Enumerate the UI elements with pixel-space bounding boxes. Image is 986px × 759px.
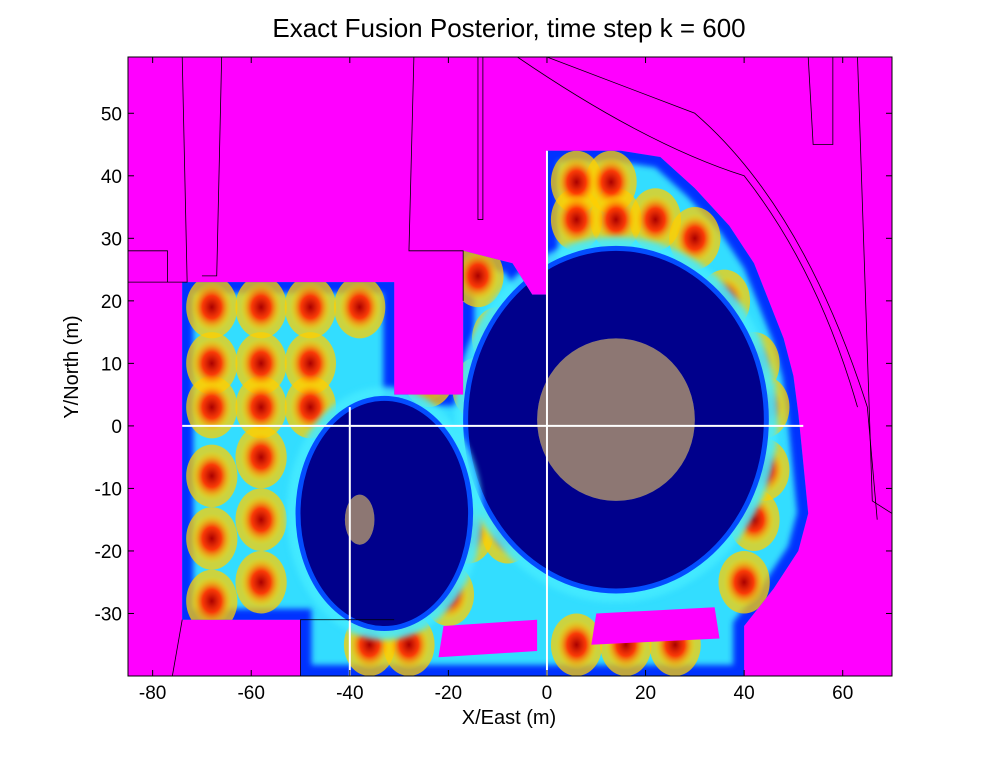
probability-peak — [240, 432, 282, 483]
chart-title: Exact Fusion Posterior, time step k = 60… — [272, 13, 745, 43]
building-outline — [857, 57, 892, 514]
y-axis-label: Y/North (m) — [61, 315, 83, 418]
y-tick-label: 0 — [111, 417, 122, 438]
ring-interior-fill — [344, 494, 375, 545]
x-tick-label: -40 — [336, 683, 363, 704]
axis-ticks: -80 -60 -40 -20 0 20 40 60 -30 -20 -10 0 10 20 30 40 50 — [95, 57, 892, 704]
road-edge — [517, 57, 858, 408]
probability-peak — [240, 494, 282, 545]
x-tick-label: 20 — [635, 683, 656, 704]
road-edge — [546, 57, 878, 520]
y-tick-label: -30 — [95, 604, 122, 625]
building-outlines — [128, 57, 892, 676]
building-outline — [201, 57, 223, 277]
probability-peak — [191, 338, 233, 389]
probability-peak — [555, 619, 598, 670]
y-tick-label: 10 — [101, 354, 122, 375]
probability-peak — [191, 382, 233, 433]
probability-peak — [555, 157, 598, 208]
plot-area — [128, 57, 892, 676]
crosshair-lines — [182, 150, 804, 676]
zero-probability-ring — [300, 400, 469, 626]
obstacle-polygon — [438, 619, 538, 658]
probability-peak — [590, 157, 632, 208]
probability-peak — [240, 382, 282, 433]
y-tick-label: 40 — [101, 167, 122, 188]
x-tick-label: 0 — [542, 683, 553, 704]
building-outline — [171, 619, 183, 676]
y-tick-label: 20 — [101, 292, 122, 313]
building-outline — [477, 57, 484, 220]
probability-peak — [289, 282, 332, 333]
zero-probability-ring — [468, 250, 764, 589]
building-outline — [128, 250, 168, 283]
probability-peak — [191, 282, 233, 333]
building-outline — [807, 57, 834, 145]
x-tick-label: 60 — [832, 683, 853, 704]
x-axis-label: X/East (m) — [462, 707, 556, 729]
probability-peak — [240, 338, 282, 389]
y-tick-label: -10 — [95, 479, 122, 500]
y-tick-label: 50 — [101, 104, 122, 125]
obstacle-polygon — [591, 607, 720, 645]
probability-peak — [240, 282, 282, 333]
x-tick-label: -80 — [139, 683, 166, 704]
probability-peak — [338, 282, 381, 333]
probability-peak — [555, 194, 598, 245]
building-outline — [394, 57, 464, 301]
y-tick-label: -20 — [95, 542, 122, 563]
axes-frame — [127, 56, 893, 677]
x-tick-label: -60 — [237, 683, 264, 704]
probability-peak — [595, 194, 637, 245]
probability-peak — [723, 557, 765, 608]
probability-peak — [191, 450, 233, 501]
probability-peak — [289, 338, 332, 389]
ring-interior-peaks — [344, 338, 695, 545]
probability-peak — [674, 213, 716, 264]
probability-peak — [634, 194, 677, 245]
probability-peak — [240, 557, 282, 608]
x-tick-label: -20 — [435, 683, 462, 704]
building-outline — [167, 57, 188, 283]
x-tick-label: 40 — [734, 683, 755, 704]
ring-interior-fill — [537, 338, 695, 501]
probability-peak — [191, 575, 233, 626]
building-outline — [300, 619, 395, 676]
probability-peak — [457, 250, 499, 301]
y-tick-label: 30 — [101, 229, 122, 250]
probability-peak — [191, 513, 233, 564]
